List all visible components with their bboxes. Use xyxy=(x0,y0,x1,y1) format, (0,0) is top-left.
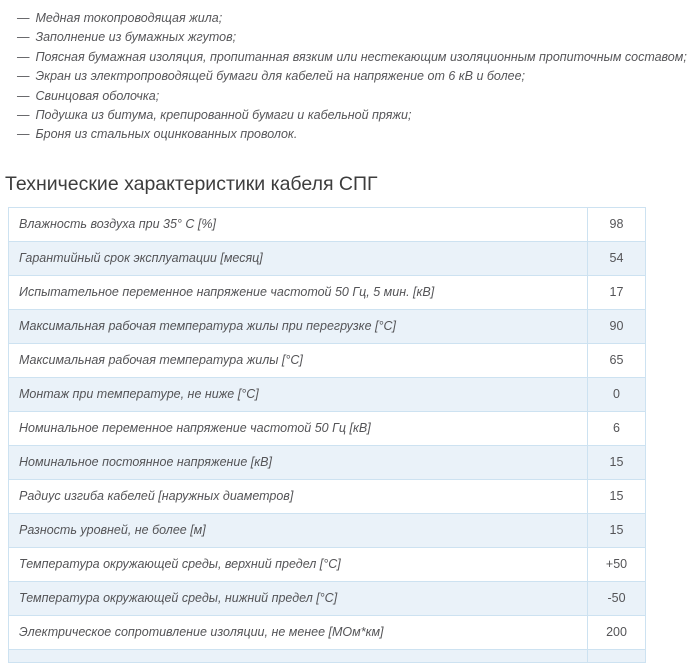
value-cell: 98 xyxy=(587,206,646,242)
value-cell: +50 xyxy=(587,546,646,582)
value-cell xyxy=(587,648,646,663)
value-cell: 17 xyxy=(587,274,646,310)
list-item-dash: — xyxy=(17,11,30,25)
construction-list-item: — Поясная бумажная изоляция, пропитанная … xyxy=(17,48,690,67)
param-cell: Электрическое сопротивление изоляции, не… xyxy=(8,614,588,650)
value-cell: 6 xyxy=(587,410,646,446)
table-row: Испытательное переменное напряжение част… xyxy=(8,274,646,310)
construction-list-item: — Экран из электропроводящей бумаги для к… xyxy=(17,67,690,86)
param-cell: Влажность воздуха при 35° С [%] xyxy=(8,206,588,242)
list-item-dash: — xyxy=(17,69,30,84)
value-cell: 90 xyxy=(587,308,646,344)
list-item-dash: — xyxy=(17,127,30,142)
list-item-dash: — xyxy=(17,88,30,103)
value-cell: 54 xyxy=(587,240,646,276)
table-row: Температура окружающей среды, нижний пре… xyxy=(8,580,646,616)
cable-construction-list: — Медная токопроводящая жила; — Заполнение … xyxy=(0,0,690,145)
param-cell xyxy=(8,648,588,663)
specs-table: Влажность воздуха при 35° С [%] 98 Гаранти… xyxy=(8,206,646,663)
list-item-text: Броня из стальных оцинкованных проволок. xyxy=(35,127,298,142)
value-cell: 15 xyxy=(587,444,646,480)
construction-list-item: — Заполнение из бумажных жгутов; xyxy=(17,28,690,47)
list-item-text: Свинцовая оболочка; xyxy=(35,88,160,103)
param-cell: Максимальная рабочая температура жилы [°… xyxy=(8,342,588,378)
list-item-text: Медная токопроводящая жила; xyxy=(35,11,223,25)
construction-list-item: — Медная токопроводящая жила; xyxy=(17,9,690,28)
section-title: Технические характеристики кабеля СПГ xyxy=(5,172,378,195)
construction-list-item: — Подушка из битума, крепированной бумаги… xyxy=(17,106,690,125)
param-cell: Гарантийный срок эксплуатации [месяц] xyxy=(8,240,588,276)
value-cell: 200 xyxy=(587,614,646,650)
construction-list-item: — Свинцовая оболочка; xyxy=(17,87,690,106)
list-item-dash: — xyxy=(17,108,30,123)
param-cell: Монтаж при температуре, не ниже [°С] xyxy=(8,376,588,412)
construction-list-item: — Броня из стальных оцинкованных проволок… xyxy=(17,125,690,144)
table-row: Радиус изгиба кабелей [наружных диаметро… xyxy=(8,478,646,514)
table-row: Номинальное постоянное напряжение [кВ] 15 xyxy=(8,444,646,480)
list-item-text: Заполнение из бумажных жгутов; xyxy=(35,30,237,45)
table-row: Разность уровней, не более [м] 15 xyxy=(8,512,646,548)
list-item-dash: — xyxy=(17,49,30,64)
table-row: Гарантийный срок эксплуатации [месяц] 54 xyxy=(8,240,646,276)
value-cell: 0 xyxy=(587,376,646,412)
list-item-text: Подушка из битума, крепированной бумаги … xyxy=(35,108,412,123)
param-cell: Номинальное переменное напряжение частот… xyxy=(8,410,588,446)
param-cell: Номинальное постоянное напряжение [кВ] xyxy=(8,444,588,480)
table-row-partial xyxy=(8,648,646,663)
list-item-text: Экран из электропроводящей бумаги для ка… xyxy=(35,69,526,84)
table-row: Монтаж при температуре, не ниже [°С] 0 xyxy=(8,376,646,412)
param-cell: Радиус изгиба кабелей [наружных диаметро… xyxy=(8,478,588,514)
table-row: Максимальная рабочая температура жилы пр… xyxy=(8,308,646,344)
param-cell: Испытательное переменное напряжение част… xyxy=(8,274,588,310)
list-item-dash: — xyxy=(17,30,30,45)
table-row: Электрическое сопротивление изоляции, не… xyxy=(8,614,646,650)
value-cell: -50 xyxy=(587,580,646,616)
param-cell: Температура окружающей среды, нижний пре… xyxy=(8,580,588,616)
param-cell: Температура окружающей среды, верхний пр… xyxy=(8,546,588,582)
value-cell: 15 xyxy=(587,512,646,548)
list-item-text: Поясная бумажная изоляция, пропитанная в… xyxy=(35,49,687,64)
param-cell: Максимальная рабочая температура жилы пр… xyxy=(8,308,588,344)
table-row: Номинальное переменное напряжение частот… xyxy=(8,410,646,446)
param-cell: Разность уровней, не более [м] xyxy=(8,512,588,548)
table-row: Влажность воздуха при 35° С [%] 98 xyxy=(8,206,646,242)
table-row: Температура окружающей среды, верхний пр… xyxy=(8,546,646,582)
value-cell: 15 xyxy=(587,478,646,514)
table-row: Максимальная рабочая температура жилы [°… xyxy=(8,342,646,378)
value-cell: 65 xyxy=(587,342,646,378)
